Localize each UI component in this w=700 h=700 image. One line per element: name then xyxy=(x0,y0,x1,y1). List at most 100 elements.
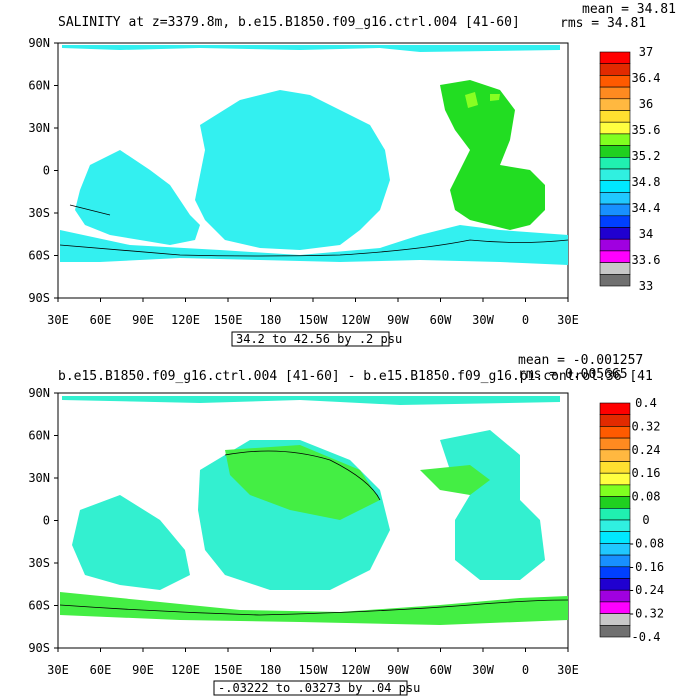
atlantic-hotspot xyxy=(465,92,478,108)
colorbar-swatch xyxy=(599,437,631,451)
colorbar-swatch xyxy=(599,578,631,591)
colorbar-swatch xyxy=(599,110,631,123)
colorbar-swatch xyxy=(599,203,631,217)
x-tick-label: 30W xyxy=(472,313,494,327)
colorbar-swatch xyxy=(599,250,631,263)
colorbar-label: 37 xyxy=(639,45,653,59)
y-tick-label: 60N xyxy=(28,429,50,443)
colorbar-swatch xyxy=(599,519,631,532)
colorbar-swatch xyxy=(599,414,631,427)
colorbar-swatch xyxy=(599,426,631,439)
x-tick-label: 150W xyxy=(299,313,329,327)
colorbar-swatch xyxy=(599,543,631,556)
contour-line xyxy=(59,239,569,257)
y-tick-label: 0 xyxy=(43,514,50,528)
arctic-ocean xyxy=(62,396,560,405)
colorbar-swatch xyxy=(599,461,631,474)
colorbar-label: -0.32 xyxy=(628,607,664,621)
colorbar-swatch xyxy=(599,566,631,579)
y-tick-label: 60S xyxy=(28,599,50,613)
x-tick-label: 120E xyxy=(171,313,200,327)
panel-1-title: SALINITY at z=3379.8m, b.e15.B1850.f09_g… xyxy=(58,15,520,30)
indian-ocean xyxy=(75,150,200,245)
colorbar-label: 35.6 xyxy=(632,123,661,137)
colorbar-swatch xyxy=(599,63,631,76)
colorbar-swatch xyxy=(599,51,631,64)
colorbar-label: 0.16 xyxy=(632,466,661,480)
y-tick-label: 30N xyxy=(28,471,50,485)
pacific-positive-region xyxy=(225,445,380,520)
colorbar-label: 0.08 xyxy=(632,490,661,504)
colorbar-swatch xyxy=(599,507,631,521)
x-tick-label: 60E xyxy=(90,313,112,327)
x-tick-label: 120W xyxy=(341,663,371,677)
colorbar-swatch xyxy=(599,133,631,146)
y-tick-label: 60S xyxy=(28,249,50,263)
colorbar-swatch xyxy=(599,531,631,544)
colorbar-swatch xyxy=(599,554,631,568)
colorbar-swatch xyxy=(599,472,631,486)
indian-ocean xyxy=(72,495,190,590)
panel-2-map xyxy=(57,392,569,649)
contour-line xyxy=(224,450,381,501)
colorbar-swatch xyxy=(599,180,631,193)
x-tick-label: 30E xyxy=(557,663,579,677)
x-tick-label: 60E xyxy=(90,663,112,677)
panel-2-range-note: -.03222 to .03273 by .04 psu xyxy=(218,681,420,695)
x-tick-label: 30E xyxy=(47,313,69,327)
colorbar-label: 33 xyxy=(639,279,653,293)
x-tick-label: 30E xyxy=(47,663,69,677)
colorbar-label: 34 xyxy=(639,227,653,241)
colorbar-label: 33.6 xyxy=(632,253,661,267)
colorbar-swatch xyxy=(599,98,631,111)
colorbar-swatch xyxy=(599,613,631,626)
colorbar-label: -0.08 xyxy=(628,536,664,550)
colorbar-label: 34.4 xyxy=(632,201,661,215)
x-tick-label: 90W xyxy=(387,313,409,327)
colorbar-swatch xyxy=(599,589,631,603)
colorbar-label: 0.24 xyxy=(632,443,661,457)
pacific-ocean xyxy=(195,90,390,250)
colorbar-swatch xyxy=(599,192,631,205)
panel-1-mean: mean = 34.81 xyxy=(582,2,676,17)
panel-1-rms: rms = 34.81 xyxy=(560,16,646,31)
colorbar-swatch xyxy=(599,273,631,287)
panel-2-range-box xyxy=(213,680,408,696)
panel-2-mean: mean = -0.001257 xyxy=(518,353,643,368)
colorbar-swatch xyxy=(599,227,631,240)
y-tick-label: 30N xyxy=(28,121,50,135)
panel-2-y-axis: 90N 60N 30N 0 30S 60S 90S xyxy=(28,386,58,655)
y-tick-label: 0 xyxy=(43,164,50,178)
x-tick-label: 90E xyxy=(132,313,154,327)
panel-2-colorbar: 0.4 0.32 0.24 0.16 0.08 0 -0.08 -0.16 -0.24 -0.32… xyxy=(599,396,664,644)
atlantic-ocean xyxy=(440,80,545,230)
x-tick-label: 120W xyxy=(341,313,371,327)
panel-1: SALINITY at z=3379.8m, b.e15.B1850.f09_g… xyxy=(28,2,676,347)
colorbar-swatch xyxy=(599,601,631,614)
contour-line xyxy=(69,204,111,216)
panel-1-x-axis: 30E 60E 90E 120E 150E 180 150W 120W 90W 60W 30W 0 30… xyxy=(47,298,579,327)
atlantic-positive-region xyxy=(420,465,490,495)
contour-line xyxy=(59,599,569,616)
x-tick-label: 150E xyxy=(214,313,243,327)
colorbar-swatch xyxy=(599,145,631,158)
y-tick-label: 90N xyxy=(28,36,50,50)
y-tick-label: 60N xyxy=(28,79,50,93)
x-tick-label: 30E xyxy=(557,313,579,327)
y-tick-label: 30S xyxy=(28,206,50,220)
x-tick-label: 60W xyxy=(430,313,452,327)
atlantic-hotspot-2 xyxy=(490,94,500,101)
colorbar-label: -0.4 xyxy=(632,630,661,644)
panel-2-x-axis: 30E 60E 90E 120E 150E 180 150W 120W 90W 60W 30W 0 30… xyxy=(47,648,579,677)
y-tick-label: 30S xyxy=(28,556,50,570)
southern-ocean xyxy=(60,592,568,625)
x-tick-label: 150W xyxy=(299,663,329,677)
colorbar-label: 0.4 xyxy=(635,396,657,410)
x-tick-label: 150E xyxy=(214,663,243,677)
panel-1-y-axis: 90N 60N 30N 0 30S 60S 90S xyxy=(28,36,58,305)
panel-1-map xyxy=(57,42,569,299)
x-tick-label: 90E xyxy=(132,663,154,677)
panel-1-range-box xyxy=(231,331,390,347)
x-tick-label: 120E xyxy=(171,663,200,677)
